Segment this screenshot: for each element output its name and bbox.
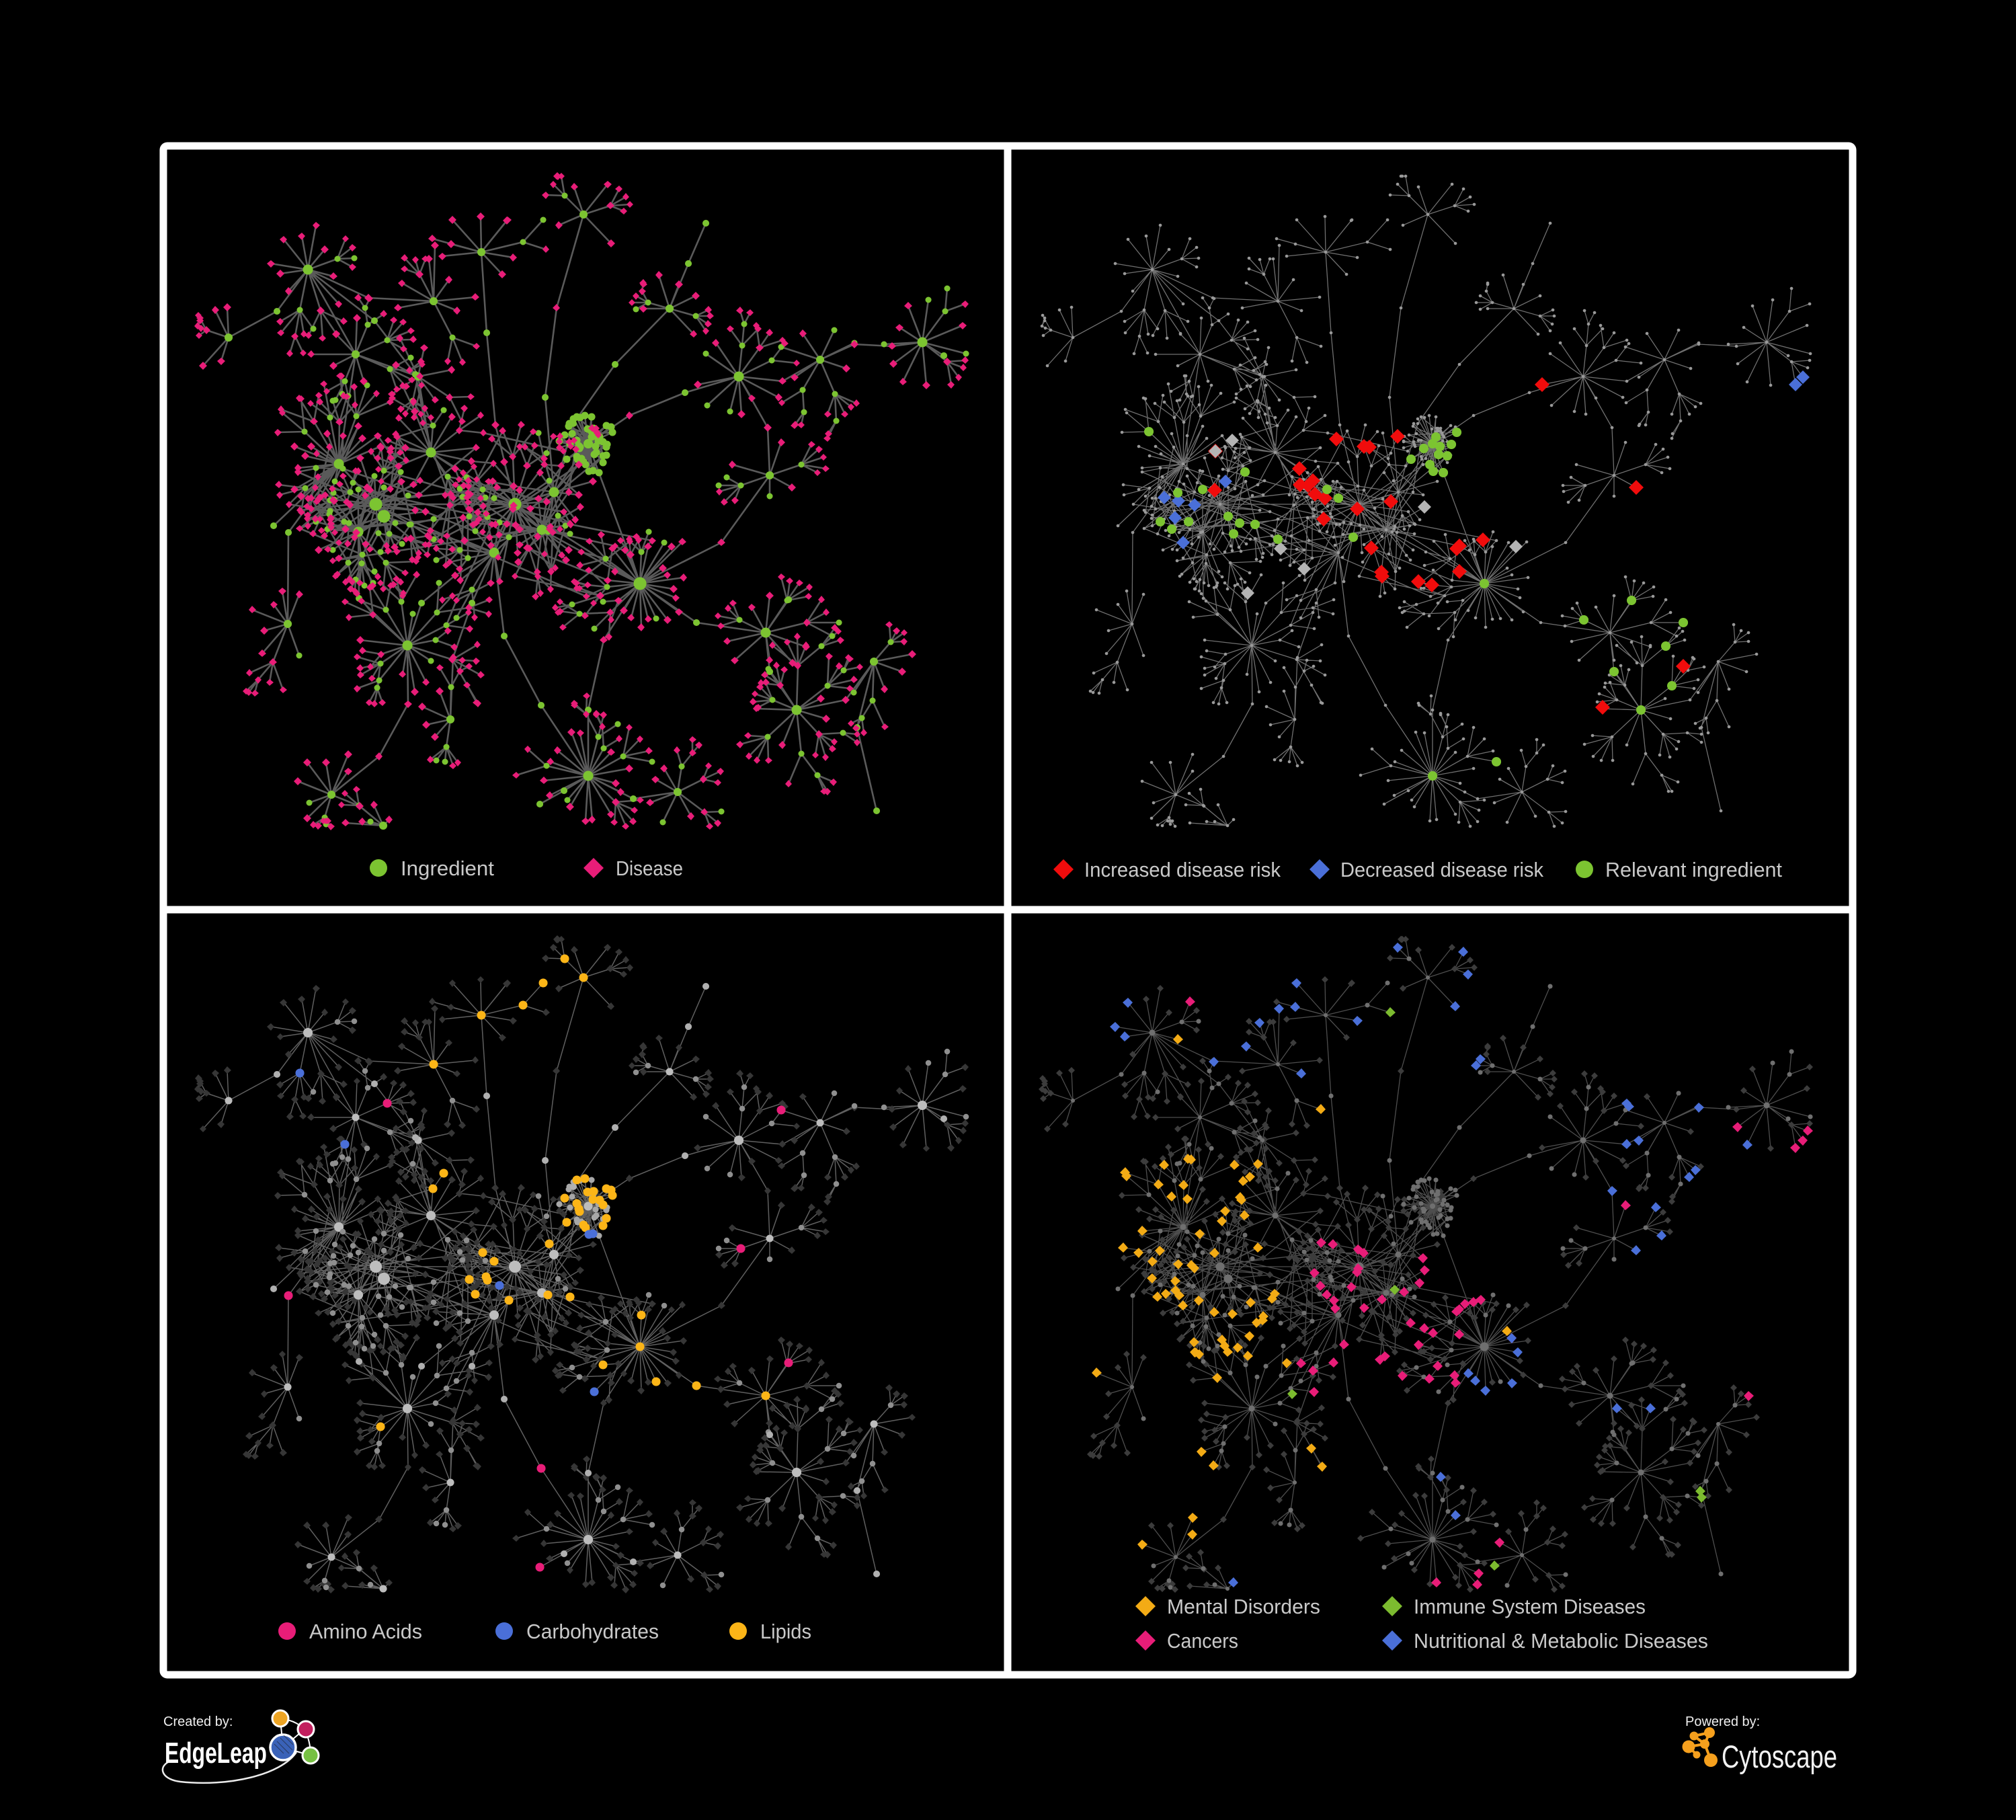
svg-text:Carbohydrates: Carbohydrates [526, 1620, 659, 1643]
svg-text:Powered by:: Powered by: [1685, 1714, 1760, 1729]
svg-text:Cancers: Cancers [1167, 1629, 1238, 1653]
svg-text:Lipids: Lipids [760, 1620, 811, 1643]
svg-text:Mental Disorders: Mental Disorders [1167, 1595, 1320, 1618]
svg-text:Cytoscape: Cytoscape [1722, 1739, 1837, 1774]
svg-text:Relevant ingredient: Relevant ingredient [1605, 858, 1782, 881]
svg-text:Immune System Diseases: Immune System Diseases [1414, 1595, 1646, 1618]
svg-text:Decreased disease risk: Decreased disease risk [1340, 858, 1543, 881]
svg-text:Disease: Disease [616, 857, 683, 880]
svg-text:Amino Acids: Amino Acids [309, 1620, 422, 1643]
svg-text:Increased disease risk: Increased disease risk [1084, 858, 1281, 881]
svg-text:Ingredient: Ingredient [401, 857, 494, 880]
svg-text:Created by:: Created by: [163, 1714, 233, 1729]
svg-text:Nutritional & Metabolic Diseas: Nutritional & Metabolic Diseases [1414, 1629, 1708, 1653]
svg-text:EdgeLeap: EdgeLeap [165, 1737, 267, 1770]
